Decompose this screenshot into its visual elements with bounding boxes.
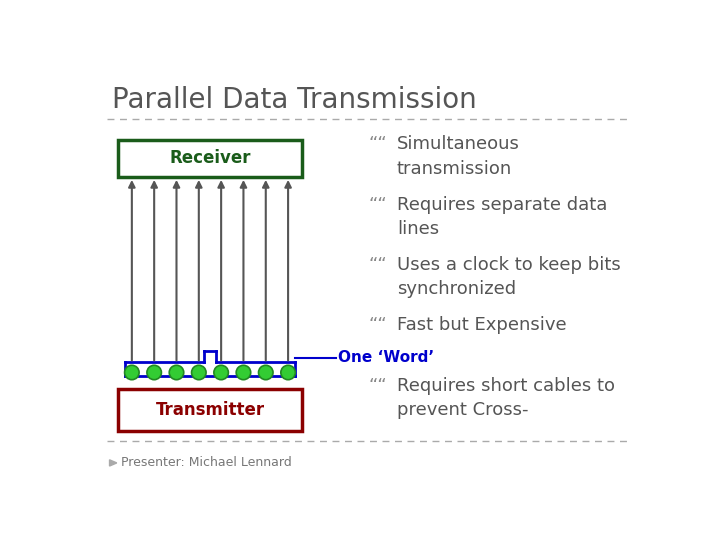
Text: Simultaneous: Simultaneous <box>397 136 520 153</box>
FancyBboxPatch shape <box>118 389 302 431</box>
Text: Presenter: Michael Lennard: Presenter: Michael Lennard <box>121 456 292 469</box>
Text: ““: ““ <box>369 136 388 153</box>
Text: ““: ““ <box>369 377 388 395</box>
Text: Parallel Data Transmission: Parallel Data Transmission <box>112 85 477 113</box>
Ellipse shape <box>281 365 295 380</box>
Text: Requires short cables to: Requires short cables to <box>397 377 615 395</box>
Text: lines: lines <box>397 220 439 238</box>
Text: prevent Cross-: prevent Cross- <box>397 401 528 418</box>
Polygon shape <box>109 460 117 466</box>
Text: synchronized: synchronized <box>397 280 516 298</box>
Ellipse shape <box>258 365 273 380</box>
Text: ““: ““ <box>369 196 388 214</box>
Text: Requires separate data: Requires separate data <box>397 196 607 214</box>
Ellipse shape <box>169 365 184 380</box>
Ellipse shape <box>125 365 139 380</box>
Text: Fast but Expensive: Fast but Expensive <box>397 316 567 334</box>
Text: Transmitter: Transmitter <box>156 401 264 419</box>
Ellipse shape <box>236 365 251 380</box>
Ellipse shape <box>147 365 161 380</box>
FancyBboxPatch shape <box>118 140 302 177</box>
Ellipse shape <box>214 365 228 380</box>
Text: Receiver: Receiver <box>169 150 251 167</box>
Text: Uses a clock to keep bits: Uses a clock to keep bits <box>397 256 621 274</box>
Text: One ‘Word’: One ‘Word’ <box>338 350 434 365</box>
Text: ““: ““ <box>369 256 388 274</box>
Ellipse shape <box>192 365 206 380</box>
Text: ““: ““ <box>369 316 388 334</box>
Text: transmission: transmission <box>397 160 512 178</box>
